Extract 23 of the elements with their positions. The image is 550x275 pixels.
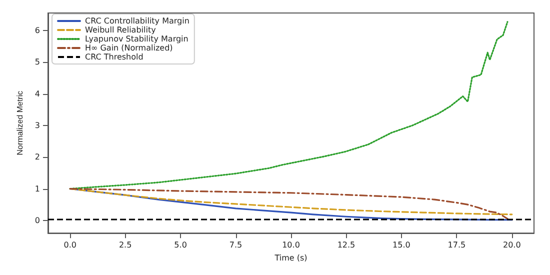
y-tick-label: 5 bbox=[34, 58, 40, 67]
x-axis-title: Time (s) bbox=[274, 254, 308, 262]
legend-label: Lyapunov Stability Margin bbox=[85, 34, 188, 44]
legend-label: CRC Threshold bbox=[85, 52, 144, 62]
y-tick-label: 3 bbox=[34, 120, 40, 130]
y-tick-label: 1 bbox=[34, 184, 40, 194]
y-tick-label: 6 bbox=[34, 26, 40, 35]
legend-label: CRC Controllability Margin bbox=[85, 16, 190, 26]
x-tick-label: 5.0 bbox=[174, 240, 187, 250]
x-tick-label: 7.5 bbox=[229, 240, 242, 250]
legend-label: H∞ Gain (Normalized) bbox=[85, 44, 173, 52]
x-tick-label: 0.0 bbox=[64, 240, 76, 250]
x-tick-label: 10.0 bbox=[282, 240, 300, 250]
x-tick-label: 12.5 bbox=[337, 240, 356, 250]
y-tick-label: 4 bbox=[34, 89, 40, 98]
x-tick-label: 17.5 bbox=[448, 240, 466, 250]
y-axis-title: Normalized Metric bbox=[16, 90, 25, 156]
x-tick-label: 15.0 bbox=[392, 240, 410, 250]
x-tick-label: 20.0 bbox=[503, 240, 521, 250]
legend-label: Weibull Reliability bbox=[85, 26, 156, 34]
y-tick-label: 2 bbox=[34, 152, 40, 162]
x-tick-label: 2.5 bbox=[118, 240, 132, 250]
y-tick-label: 0 bbox=[34, 216, 40, 225]
